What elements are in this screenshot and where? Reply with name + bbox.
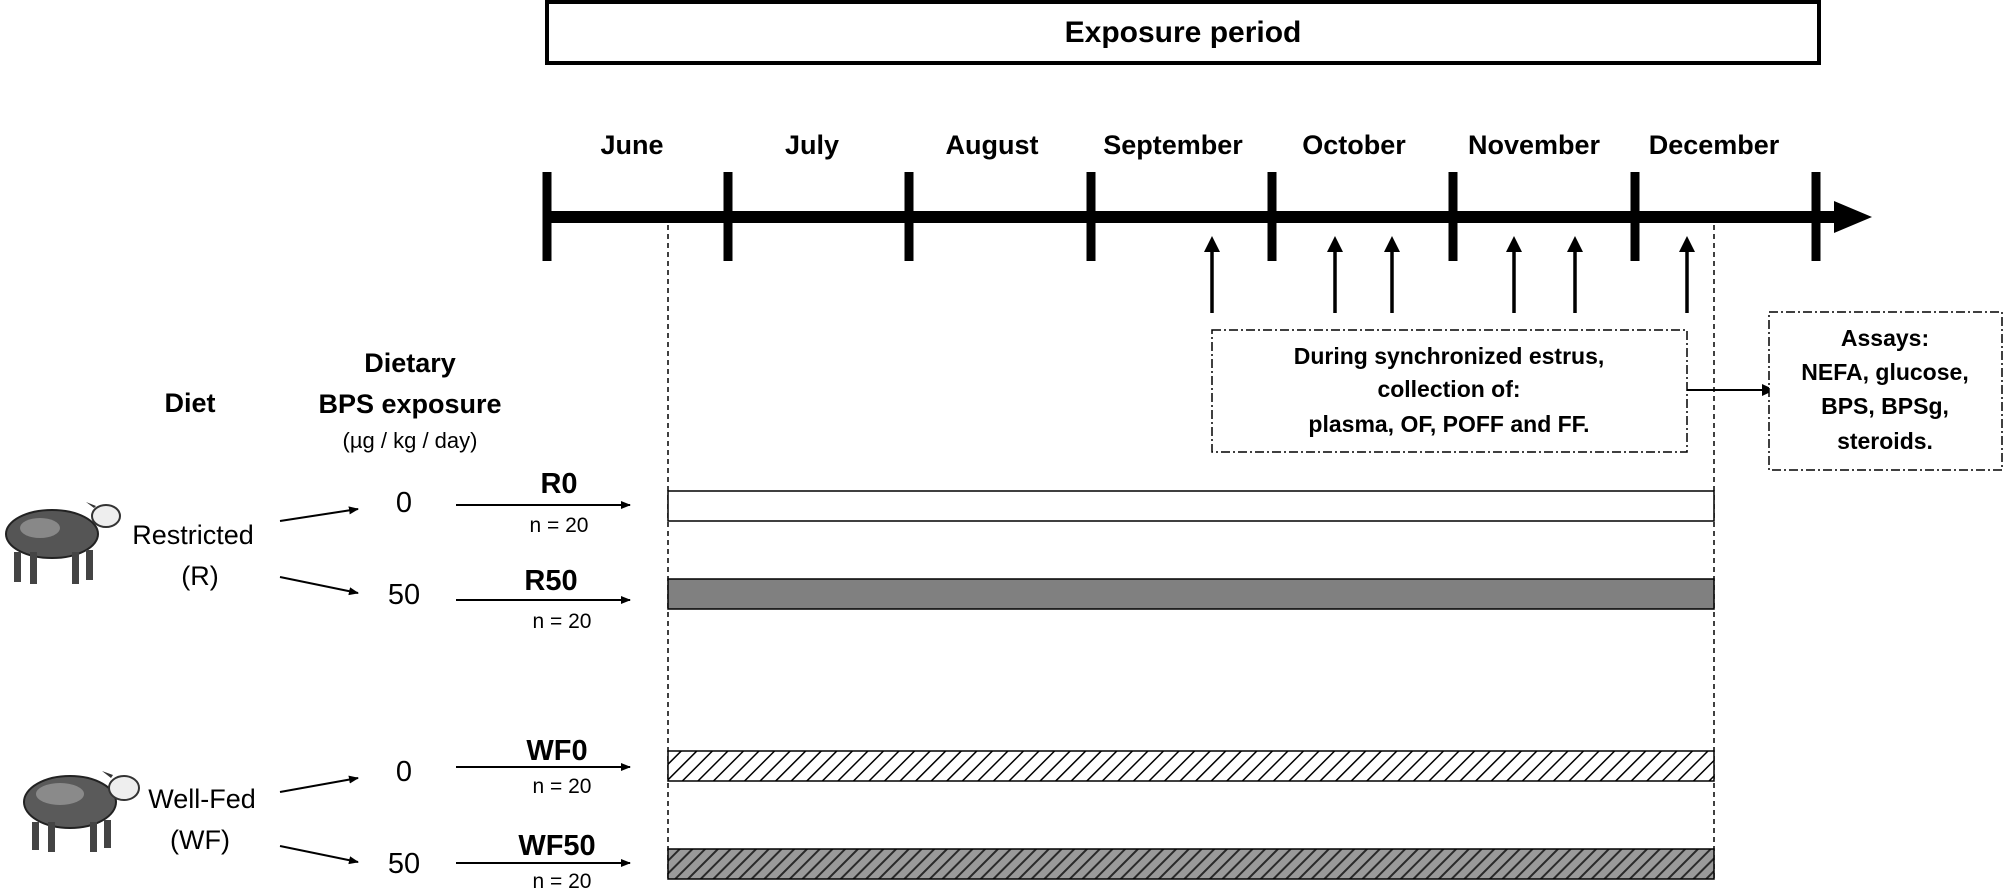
collection-line-1: During synchronized estrus, <box>1294 343 1605 369</box>
assays-line-2: NEFA, glucose, <box>1801 359 1968 385</box>
month-label-october: October <box>1302 130 1406 160</box>
sampling-arrowhead <box>1204 236 1220 252</box>
sheep-icon <box>5 502 121 584</box>
sampling-arrowhead <box>1567 236 1583 252</box>
diet-to-dose-arrow <box>279 845 359 865</box>
diet-to-dose-arrow <box>279 775 359 793</box>
month-label-july: July <box>785 130 839 160</box>
group-wf0: 0 WF0 n = 20 <box>396 735 1715 798</box>
sampling-arrowhead <box>1327 236 1343 252</box>
diet-label-well-fed: Well-Fed <box>148 784 256 814</box>
dose-value: 50 <box>388 848 420 880</box>
assays-box <box>1768 311 2003 471</box>
group-name: R0 <box>540 468 577 500</box>
group-r50: 50 R50 n = 20 <box>388 565 1715 633</box>
group-n: n = 20 <box>533 870 592 891</box>
sampling-arrowhead <box>1506 236 1522 252</box>
collection-line-3: plasma, OF, POFF and FF. <box>1308 411 1589 437</box>
dose-value: 0 <box>396 756 412 788</box>
collection-line-2: collection of: <box>1377 376 1520 402</box>
exposure-header-line-2: BPS exposure <box>318 389 501 419</box>
sampling-arrows <box>1204 236 1695 313</box>
exposure-header-line-1: Dietary <box>364 348 456 378</box>
month-label-june: June <box>600 130 663 160</box>
assays-line-3: BPS, BPSg, <box>1821 393 1949 419</box>
exposure-bar <box>667 578 1715 610</box>
group-name: WF50 <box>518 830 595 862</box>
diet-to-dose-arrow <box>279 506 359 522</box>
title-box <box>545 0 1821 65</box>
exposure-bar <box>667 750 1715 782</box>
dose-value: 0 <box>396 487 412 519</box>
sampling-arrowhead <box>1679 236 1695 252</box>
group-name: WF0 <box>526 735 587 767</box>
diet-abbr-well-fed: (WF) <box>170 825 230 855</box>
diagram-title: Exposure period <box>1065 16 1302 49</box>
exposure-bar <box>667 848 1715 880</box>
group-n: n = 20 <box>533 775 592 798</box>
sheep-icon <box>23 771 140 852</box>
group-wf50: 50 WF50 n = 20 <box>388 830 1715 891</box>
group-n: n = 20 <box>533 610 592 633</box>
month-label-september: September <box>1103 130 1243 160</box>
timeline-arrowhead <box>1834 201 1872 233</box>
diet-abbr-restricted: (R) <box>181 561 218 591</box>
dose-value: 50 <box>388 579 420 611</box>
collection-box <box>1211 329 1688 453</box>
month-label-december: December <box>1649 130 1780 160</box>
diet-to-dose-arrow <box>279 576 359 596</box>
assays-line-1: Assays: <box>1841 325 1929 351</box>
group-r0: 0 R0 n = 20 <box>396 468 1715 537</box>
assays-line-4: steroids. <box>1837 428 1933 454</box>
diet-label-restricted: Restricted <box>132 520 254 550</box>
diet-header: Diet <box>164 388 215 418</box>
exposure-units: (µg / kg / day) <box>343 428 478 453</box>
exposure-bar <box>667 490 1715 522</box>
sampling-arrowhead <box>1384 236 1400 252</box>
month-label-august: August <box>946 130 1039 160</box>
month-label-november: November <box>1468 130 1601 160</box>
group-name: R50 <box>524 565 577 597</box>
group-n: n = 20 <box>530 514 589 537</box>
timeline: June July August September October Novem… <box>542 130 1872 261</box>
